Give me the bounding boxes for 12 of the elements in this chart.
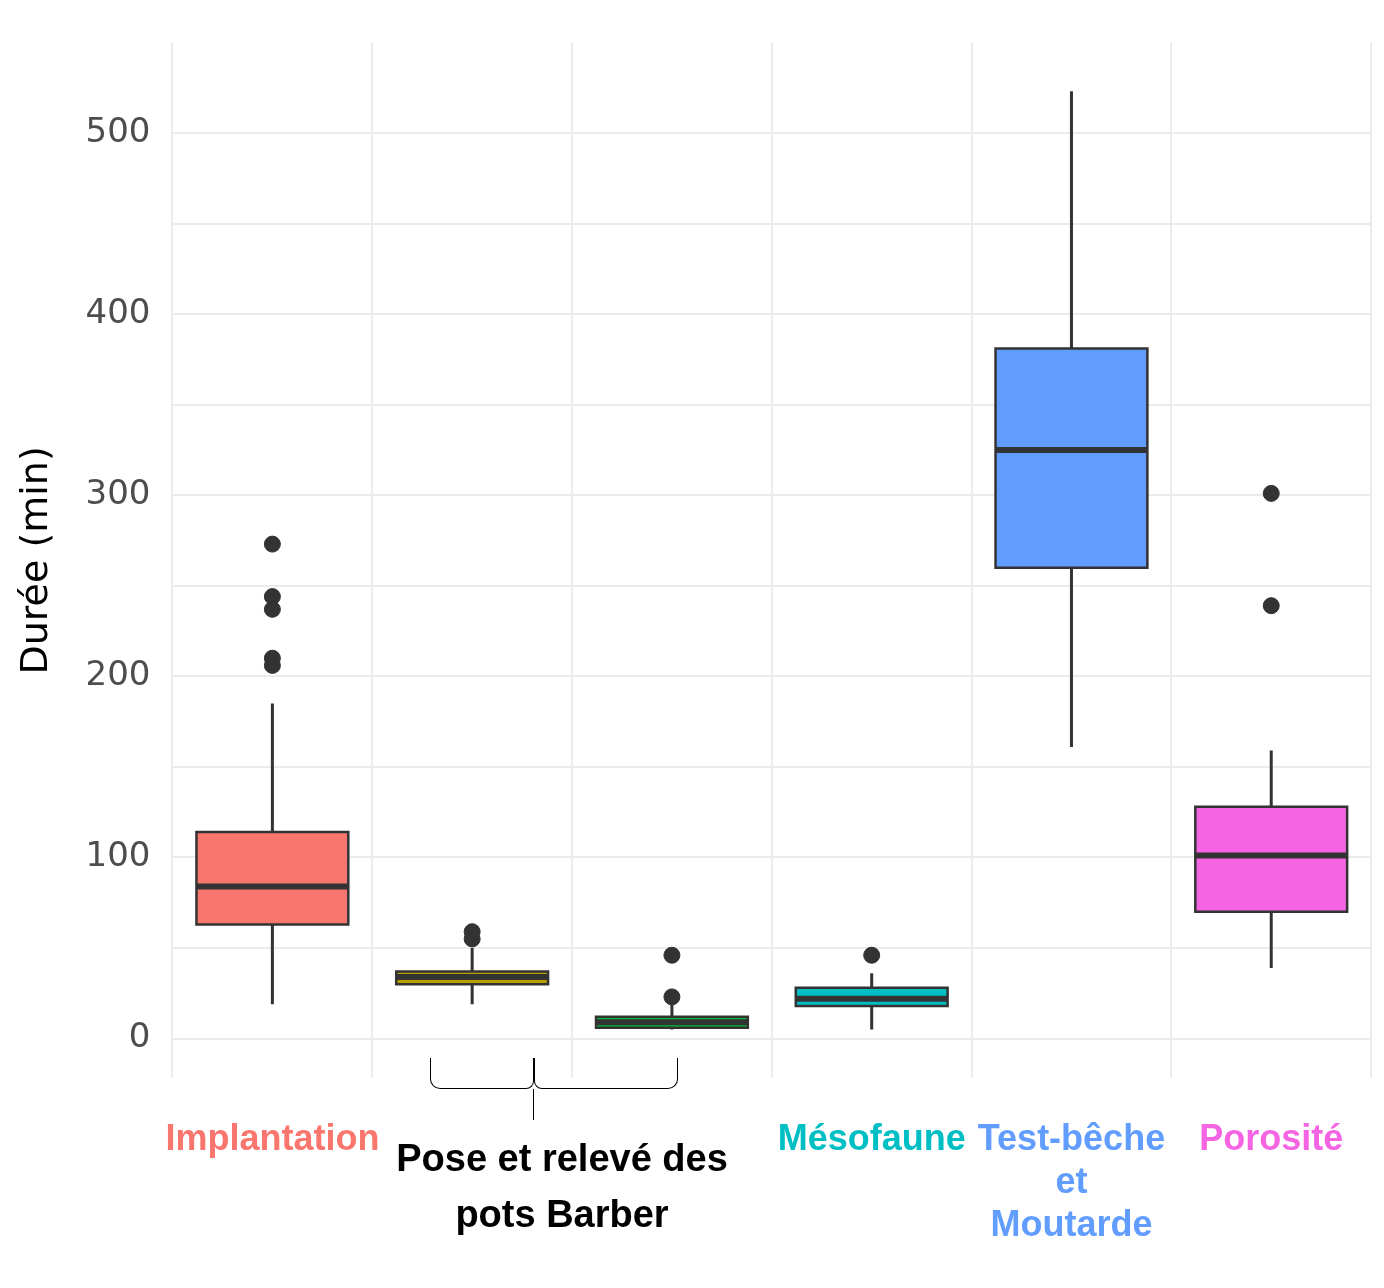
y-tick-label: 400 — [85, 290, 151, 331]
y-tick-label: 300 — [85, 472, 151, 513]
x-tick-label: Implantation — [165, 1116, 380, 1158]
y-tick-label: 500 — [85, 109, 151, 150]
y-tick-label: 200 — [85, 653, 151, 694]
x-tick-label: Porosité — [1199, 1116, 1344, 1158]
x-tick-label: Test-bêche et Moutarde — [977, 1116, 1166, 1245]
x-tick-label: Mésofaune — [777, 1116, 966, 1158]
y-tick-label: 100 — [85, 834, 151, 875]
y-axis-title: Durée (min) — [11, 446, 56, 675]
text: Pose et relevé des pots Barber — [395, 1136, 729, 1238]
y-tick-label: 0 — [128, 1015, 151, 1056]
